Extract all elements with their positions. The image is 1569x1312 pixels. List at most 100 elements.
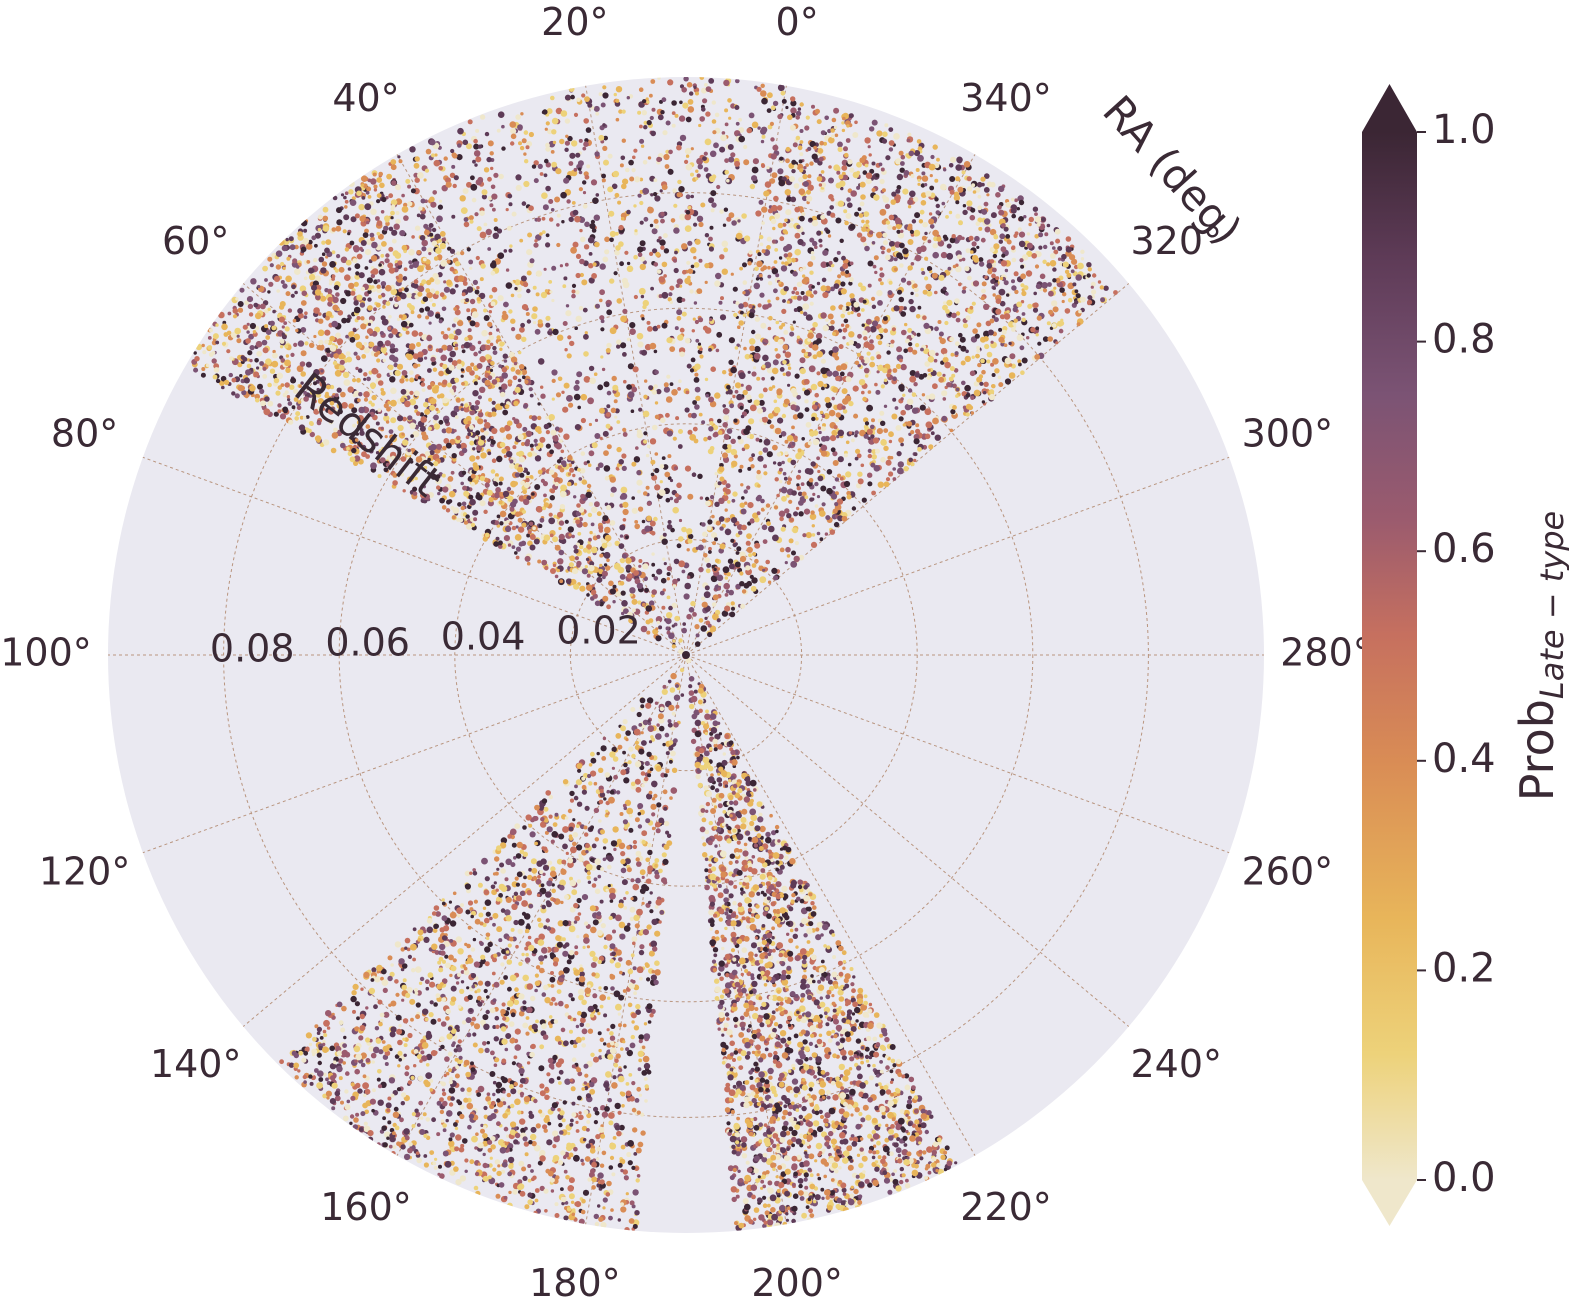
galaxy-point	[1006, 239, 1012, 245]
galaxy-point	[771, 239, 777, 244]
galaxy-point	[678, 115, 686, 122]
galaxy-point	[1070, 269, 1075, 274]
galaxy-point	[397, 155, 401, 159]
galaxy-point	[1048, 309, 1054, 315]
galaxy-point	[1059, 287, 1065, 293]
galaxy-point	[706, 562, 712, 568]
galaxy-point	[674, 250, 678, 255]
galaxy-point	[945, 215, 949, 219]
galaxy-point	[818, 430, 822, 435]
galaxy-point	[633, 148, 638, 153]
galaxy-point	[1057, 246, 1063, 251]
galaxy-point	[1067, 297, 1073, 303]
galaxy-point	[722, 443, 729, 450]
galaxy-point	[763, 190, 770, 197]
galaxy-point	[640, 256, 646, 262]
galaxy-point	[529, 393, 534, 398]
galaxy-point	[669, 300, 673, 304]
galaxy-point	[739, 266, 743, 271]
galaxy-point	[924, 327, 932, 335]
galaxy-point	[654, 224, 660, 229]
galaxy-point	[703, 591, 711, 599]
galaxy-point	[709, 150, 717, 158]
galaxy-point	[521, 201, 527, 206]
galaxy-point	[462, 139, 469, 146]
galaxy-point	[756, 376, 761, 381]
galaxy-point	[673, 466, 679, 471]
galaxy-point	[422, 296, 429, 303]
galaxy-point	[523, 180, 530, 188]
galaxy-point	[699, 354, 704, 359]
galaxy-point	[580, 393, 588, 401]
galaxy-point	[568, 161, 574, 166]
galaxy-point	[815, 332, 823, 340]
galaxy-point	[822, 291, 829, 299]
galaxy-point	[965, 248, 971, 254]
galaxy-point	[726, 385, 731, 390]
galaxy-point	[1058, 282, 1063, 287]
galaxy-point	[614, 249, 620, 256]
galaxy-point	[745, 394, 752, 401]
galaxy-point	[1052, 278, 1057, 283]
galaxy-point	[526, 561, 531, 566]
galaxy-point	[789, 176, 795, 182]
galaxy-point	[725, 488, 731, 495]
galaxy-point	[934, 290, 938, 295]
galaxy-point	[732, 394, 736, 399]
galaxy-point	[893, 257, 898, 262]
galaxy-point	[758, 199, 764, 205]
r-gridline	[454, 423, 918, 887]
galaxy-point	[795, 506, 800, 511]
galaxy-point	[689, 434, 697, 441]
galaxy-point	[491, 400, 496, 405]
galaxy-point	[653, 384, 658, 389]
galaxy-point	[896, 173, 904, 181]
galaxy-point	[427, 368, 432, 373]
galaxy-point	[955, 311, 961, 316]
galaxy-point	[871, 304, 877, 309]
galaxy-point	[890, 199, 897, 205]
galaxy-point	[643, 491, 648, 496]
galaxy-point	[732, 491, 738, 497]
galaxy-point	[792, 142, 798, 148]
galaxy-point	[488, 331, 493, 336]
galaxy-point	[770, 137, 775, 142]
galaxy-point	[748, 457, 753, 462]
galaxy-point	[893, 305, 900, 312]
galaxy-point	[766, 236, 772, 242]
galaxy-point	[780, 526, 786, 532]
galaxy-point	[543, 267, 547, 271]
galaxy-point	[864, 245, 870, 252]
galaxy-point	[664, 471, 671, 478]
galaxy-point	[692, 317, 696, 321]
galaxy-point	[726, 178, 730, 183]
galaxy-point	[863, 433, 869, 439]
galaxy-point	[639, 138, 645, 144]
galaxy-point	[423, 178, 427, 182]
galaxy-point	[813, 290, 818, 295]
galaxy-point	[873, 255, 879, 261]
galaxy-point	[711, 100, 716, 105]
galaxy-point	[821, 414, 826, 419]
galaxy-point	[280, 383, 285, 387]
galaxy-point	[265, 335, 271, 340]
galaxy-point	[558, 520, 565, 526]
galaxy-point	[823, 141, 827, 146]
galaxy-point	[543, 493, 547, 498]
galaxy-point	[489, 294, 493, 299]
galaxy-point	[775, 320, 780, 325]
galaxy-point	[730, 438, 736, 444]
galaxy-point	[998, 260, 1002, 264]
galaxy-point	[584, 331, 588, 335]
galaxy-point	[697, 342, 702, 346]
galaxy-point	[1020, 300, 1025, 304]
galaxy-point	[565, 578, 572, 584]
galaxy-point	[909, 305, 916, 313]
galaxy-point	[854, 211, 860, 217]
galaxy-point	[785, 146, 791, 152]
galaxy-point	[591, 506, 598, 513]
galaxy-point	[976, 376, 983, 383]
galaxy-point	[930, 154, 935, 160]
galaxy-point	[762, 568, 766, 572]
galaxy-point	[754, 345, 761, 353]
